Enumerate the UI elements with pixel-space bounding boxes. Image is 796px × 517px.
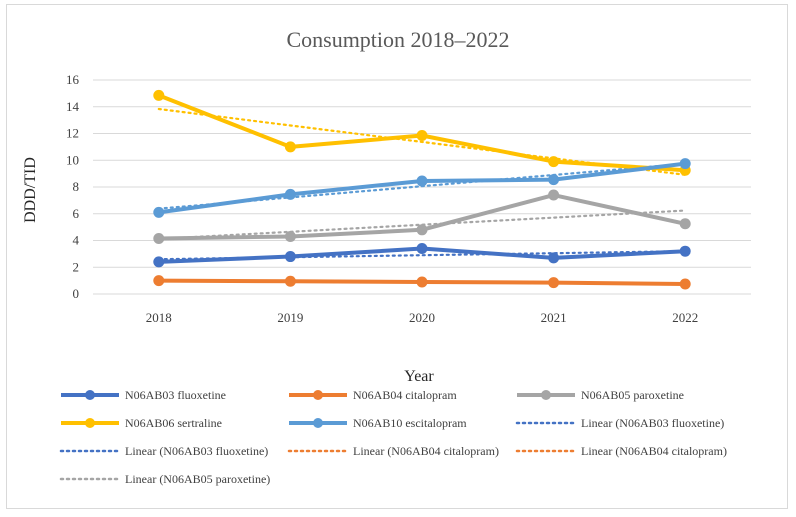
data-point bbox=[416, 276, 428, 288]
y-tick-label: 6 bbox=[73, 206, 80, 221]
legend-marker bbox=[85, 390, 95, 400]
data-point bbox=[548, 156, 560, 168]
data-point bbox=[153, 232, 165, 244]
data-point bbox=[153, 206, 165, 218]
y-tick-label: 8 bbox=[73, 179, 80, 194]
data-point bbox=[679, 158, 691, 170]
data-point bbox=[416, 130, 428, 142]
legend-label: N06AB03 fluoxetine bbox=[125, 388, 226, 402]
trendline bbox=[157, 107, 687, 176]
legend-marker bbox=[541, 390, 551, 400]
data-point bbox=[679, 218, 691, 230]
data-point bbox=[284, 141, 296, 153]
y-tick-labels: 0 2 4 6 8 10 12 14 16 bbox=[66, 72, 80, 301]
trendline bbox=[157, 250, 687, 261]
legend: N06AB03 fluoxetine N06AB04 citalopram N06A… bbox=[59, 388, 727, 486]
x-tick-labels: 2018 2019 2020 2021 2022 bbox=[146, 310, 698, 325]
legend-label: Linear (N06AB04 citalopram) bbox=[581, 444, 727, 458]
data-point bbox=[284, 188, 296, 200]
data-point bbox=[284, 230, 296, 242]
data-point bbox=[548, 189, 560, 201]
y-axis-title: DDD/TID bbox=[22, 157, 39, 223]
chart-frame: Consumption 2018–2022 0 2 4 6 8 10 12 14 16 2018… bbox=[6, 4, 788, 509]
x-tick-label: 2019 bbox=[277, 310, 303, 325]
data-point bbox=[548, 174, 560, 186]
data-point bbox=[548, 252, 560, 264]
legend-label: N06AB06 sertraline bbox=[125, 416, 222, 430]
legend-marker bbox=[85, 418, 95, 428]
x-tick-label: 2022 bbox=[672, 310, 698, 325]
y-tick-label: 16 bbox=[66, 72, 80, 87]
y-tick-label: 14 bbox=[66, 99, 80, 114]
x-tick-label: 2020 bbox=[409, 310, 435, 325]
chart-title: Consumption 2018–2022 bbox=[286, 27, 509, 52]
data-point bbox=[416, 175, 428, 187]
x-axis-title: Year bbox=[404, 368, 434, 385]
y-tick-label: 4 bbox=[73, 233, 80, 248]
data-point bbox=[153, 275, 165, 287]
data-point bbox=[284, 275, 296, 287]
y-tick-label: 10 bbox=[66, 152, 79, 167]
x-tick-label: 2021 bbox=[541, 310, 567, 325]
legend-label: Linear (N06AB05 paroxetine) bbox=[125, 472, 270, 486]
legend-label: N06AB04 citalopram bbox=[353, 388, 457, 402]
legend-label: Linear (N06AB03 fluoxetine) bbox=[581, 416, 724, 430]
line-chart: Consumption 2018–2022 0 2 4 6 8 10 12 14 16 2018… bbox=[22, 27, 751, 486]
x-tick-label: 2018 bbox=[146, 310, 172, 325]
data-point bbox=[548, 277, 560, 289]
legend-label: N06AB10 escitalopram bbox=[353, 416, 467, 430]
data-point bbox=[416, 243, 428, 255]
data-point bbox=[153, 256, 165, 268]
data-point bbox=[679, 278, 691, 290]
data-point bbox=[284, 251, 296, 263]
data-point bbox=[153, 89, 165, 101]
data-point bbox=[679, 245, 691, 257]
legend-label: Linear (N06AB03 fluoxetine) bbox=[125, 444, 268, 458]
legend-marker bbox=[313, 390, 323, 400]
legend-marker bbox=[313, 418, 323, 428]
y-tick-label: 12 bbox=[66, 126, 79, 141]
legend-label: N06AB05 paroxetine bbox=[581, 388, 684, 402]
data-point bbox=[416, 224, 428, 236]
y-tick-label: 2 bbox=[73, 259, 80, 274]
y-tick-label: 0 bbox=[73, 286, 80, 301]
legend-label: Linear (N06AB04 citalopram) bbox=[353, 444, 499, 458]
series-lines bbox=[153, 89, 691, 290]
